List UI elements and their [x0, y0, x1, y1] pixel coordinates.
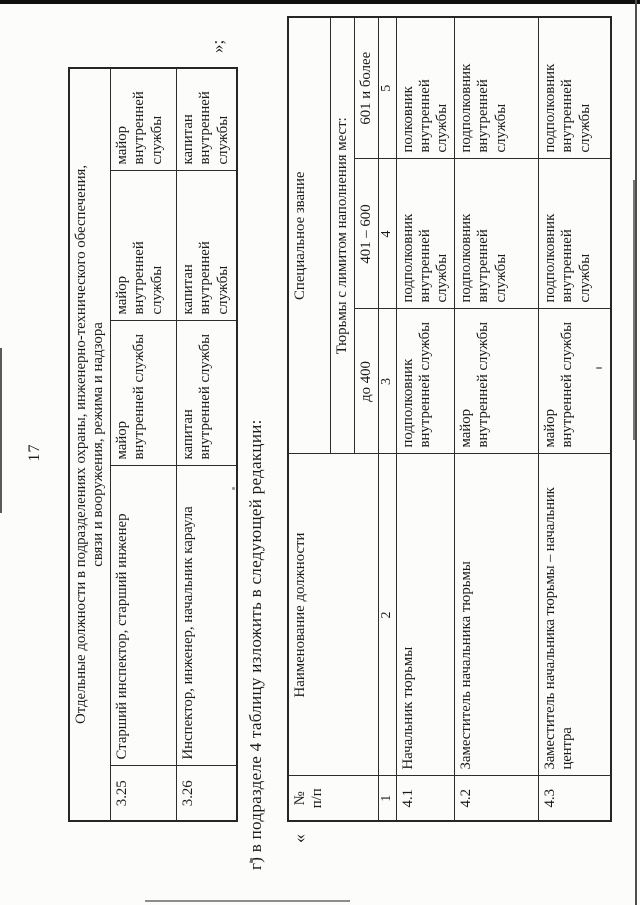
opening-quote-mark: « — [289, 834, 309, 843]
rank-cell-601-plus: капитан внутренней службы — [176, 67, 237, 171]
rank-cell-401-600: подполковник внутренней службы — [454, 159, 539, 309]
rank-cell-401-600: подполковник внутренней службы — [396, 159, 455, 309]
amendment-intro-line: г) в подразделе 4 таблицу изложить в сле… — [246, 419, 265, 870]
position-cell: Старший инспектор, старший инженер — [110, 466, 177, 766]
rank-cell-601-plus: подполковник внутренней службы — [538, 16, 611, 159]
table-row: 4.1 Начальник тюрьмы подполковник внутре… — [396, 16, 455, 821]
ranks-table-section-4: № п/п Наименование должности Специальное… — [287, 15, 612, 822]
rank-cell-601-plus: майор внутренней службы — [110, 67, 177, 171]
position-cell: Начальник тюрьмы — [396, 454, 455, 776]
row-number: 3.25 — [110, 766, 177, 821]
col-header-num: № п/п — [288, 776, 379, 821]
row-number: 4.1 — [396, 776, 455, 821]
table-row: Отдельные должности в подразделениях охр… — [69, 67, 111, 821]
scan-edge-right-shadow — [633, 180, 635, 440]
closing-quote-mark: »; — [208, 39, 227, 53]
col-header-limit: Тюрьмы с лимитом наполнения мест: — [330, 16, 355, 454]
table-row: 4.2 Заместитель начальника тюрьмы майор … — [454, 16, 539, 821]
rank-cell-upto-400: подполковник внутренней службы — [396, 309, 455, 454]
rank-cell-upto-400: майор внутренней службы — [454, 309, 539, 454]
row-number: 4.3 — [538, 776, 611, 821]
col-header-401-600: 401 – 600 — [354, 159, 379, 309]
rank-cell-401-600: капитан внутренней службы — [176, 171, 237, 321]
table-row: 3.26 Инспектор, инженер, начальник карау… — [176, 67, 237, 821]
scan-artifact — [596, 367, 602, 369]
rank-cell-601-plus: полковник внутренней службы — [396, 16, 455, 159]
scan-edge-left — [0, 348, 2, 513]
col-header-position: Наименование должности — [288, 454, 379, 776]
table1-section-header: Отдельные должности в подразделениях охр… — [69, 67, 111, 821]
table-row: 3.25 Старший инспектор, старший инженер … — [110, 67, 177, 821]
table-row: 4.3 Заместитель начальника тюрьмы – нача… — [538, 16, 611, 821]
rank-cell-upto-400: майор внутренней службы — [538, 309, 611, 454]
scan-artifact — [250, 858, 253, 863]
col-index: 3 — [378, 309, 397, 454]
scan-edge-top — [0, 0, 640, 4]
position-cell: Заместитель начальника тюрьмы – начальни… — [538, 454, 611, 776]
ranks-table-section-3: Отдельные должности в подразделениях охр… — [68, 66, 238, 822]
row-number: 3.26 — [176, 766, 237, 821]
scan-edge-right — [635, 0, 637, 905]
position-cell: Заместитель начальника тюрьмы — [454, 454, 539, 776]
rank-cell-upto-400: майор внутренней службы — [110, 321, 177, 466]
scan-artifact — [232, 487, 235, 490]
col-header-601-plus: 601 и более — [354, 16, 379, 159]
rank-cell-601-plus: подполковник внутренней службы — [454, 16, 539, 159]
row-number: 4.2 — [454, 776, 539, 821]
col-header-rank-group: Специальное звание — [288, 16, 330, 454]
position-cell: Инспектор, инженер, начальник караула — [176, 466, 237, 766]
rank-cell-401-600: подполковник внутренней службы — [538, 159, 611, 309]
scan-edge-bottom — [145, 900, 350, 902]
col-index: 2 — [378, 454, 397, 776]
rank-cell-upto-400: капитан внутренней службы — [176, 321, 237, 466]
rank-cell-401-600: майор внутренней службы — [110, 171, 177, 321]
col-index: 5 — [378, 16, 397, 159]
col-index: 1 — [378, 776, 397, 821]
column-numbering-row: 1 2 3 4 5 — [378, 16, 397, 821]
table-header-row: № п/п Наименование должности Специальное… — [288, 16, 379, 821]
col-index: 4 — [378, 159, 397, 309]
col-header-upto-400: до 400 — [354, 309, 379, 454]
page-number: 17 — [26, 443, 43, 462]
